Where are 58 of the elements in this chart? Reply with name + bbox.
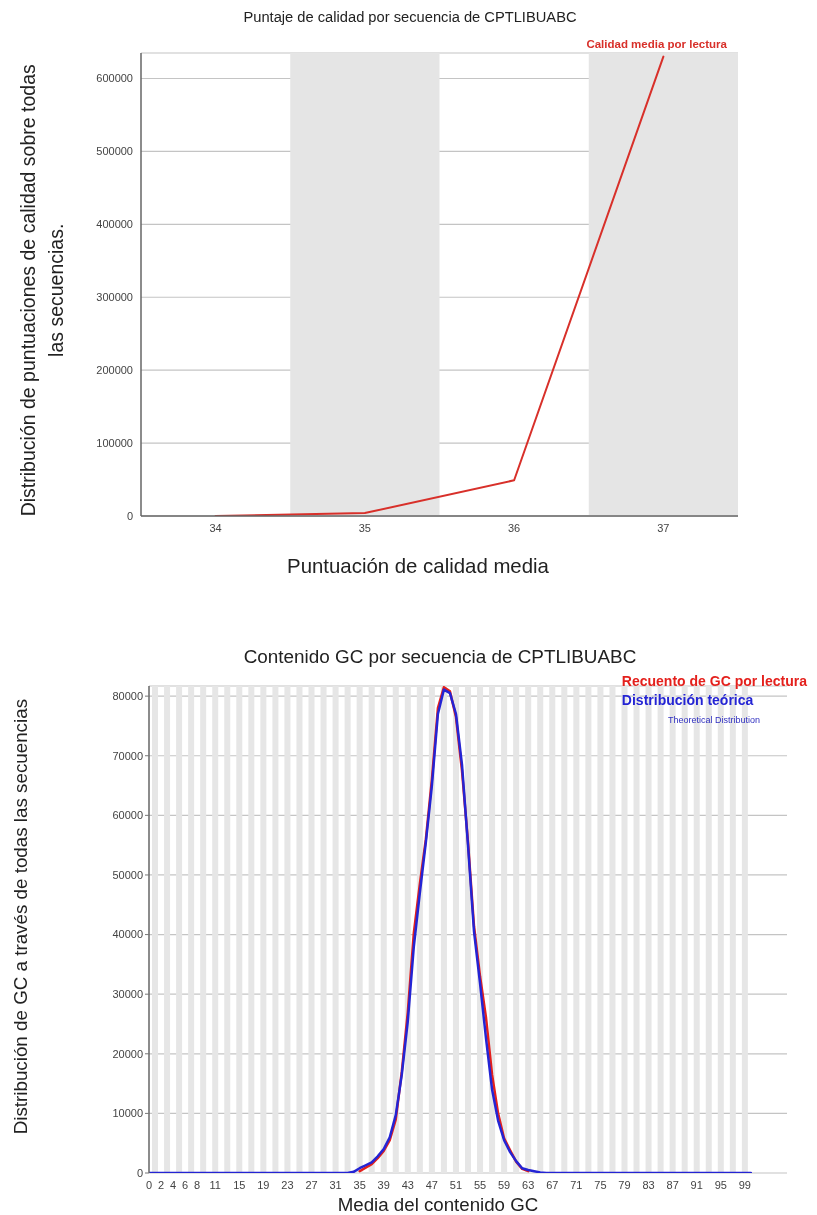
x-tick-label: 0 (145, 1178, 153, 1191)
x-tick-label: 27 (305, 1178, 318, 1191)
x-tick-label: 4 (170, 1178, 177, 1191)
x-tick-label: 47 (425, 1178, 439, 1191)
x-tick-label: 15 (233, 1178, 246, 1191)
y-tick-label: 80000 (112, 690, 143, 703)
y-tick-label: 70000 (112, 749, 143, 762)
x-tick-label: 63 (522, 1178, 535, 1191)
x-tick-label: 67 (546, 1178, 559, 1191)
x-tick-label: 34 (209, 521, 222, 534)
y-axis-title: Distribución de GC a través de todas las secuencias (9, 698, 33, 1137)
x-tick-label: 95 (714, 1178, 727, 1191)
x-tick-label: 31 (329, 1178, 342, 1191)
x-tick-label: 59 (497, 1178, 511, 1191)
y-tick-label: 20000 (112, 1047, 143, 1060)
x-tick-label: 35 (358, 521, 371, 534)
y-tick-label: 50000 (112, 868, 143, 881)
y-tick-label: 60000 (112, 809, 143, 822)
y-tick-label: 400000 (96, 218, 133, 231)
y-tick-label: 0 (136, 1166, 143, 1179)
text: Recuento de GC por lectura (621, 672, 807, 691)
y-tick-label: 40000 (112, 928, 143, 941)
x-tick-label: 2 (157, 1178, 165, 1191)
x-tick-label: 43 (401, 1178, 414, 1191)
y-tick-label: 300000 (96, 291, 133, 304)
x-tick-label: 35 (353, 1178, 366, 1191)
chart-title: Puntaje de calidad por secuencia de CPTLIBUABC (242, 9, 578, 25)
x-tick-label: 91 (690, 1178, 703, 1191)
x-tick-label: 55 (473, 1178, 487, 1191)
x-tick-label: 83 (642, 1178, 655, 1191)
y-tick-label: 100000 (96, 436, 133, 449)
x-tick-label: 71 (570, 1178, 583, 1191)
x-tick-label: 19 (257, 1178, 270, 1191)
y-tick-label: 500000 (96, 145, 133, 158)
x-axis-title: Media del contenido GC (336, 1194, 540, 1215)
x-tick-label: 6 (182, 1178, 189, 1191)
x-tick-label: 51 (449, 1178, 463, 1191)
x-tick-label: 36 (508, 521, 521, 534)
x-tick-label: 87 (666, 1178, 679, 1191)
y-tick-label: 600000 (96, 72, 133, 85)
x-tick-label: 75 (594, 1178, 607, 1191)
x-tick-label: 39 (377, 1178, 390, 1191)
x-tick-label: 99 (738, 1178, 751, 1191)
x-axis-title: Puntuación de calidad media (286, 555, 550, 578)
x-tick-label: 79 (618, 1178, 631, 1191)
x-tick-label: 11 (209, 1178, 221, 1191)
series-label: Calidad media por lectura (586, 37, 727, 52)
y-axis-title: Distribución de puntuaciones de calidad sobre todas las secuencias. (15, 63, 68, 518)
text: Distribución teórica (621, 691, 755, 710)
y-tick-label: 10000 (112, 1107, 143, 1120)
x-tick-label: 23 (281, 1178, 294, 1191)
y-tick-label: 200000 (96, 364, 133, 377)
chart-title: Contenido GC por secuencia de CPTLIBUABC (242, 646, 638, 668)
x-tick-label: 37 (657, 521, 670, 534)
y-tick-label: 30000 (112, 988, 143, 1001)
x-tick-label: 8 (194, 1178, 201, 1191)
annotation: Theoretical Distribution (668, 715, 761, 726)
y-tick-label: 0 (126, 509, 133, 522)
